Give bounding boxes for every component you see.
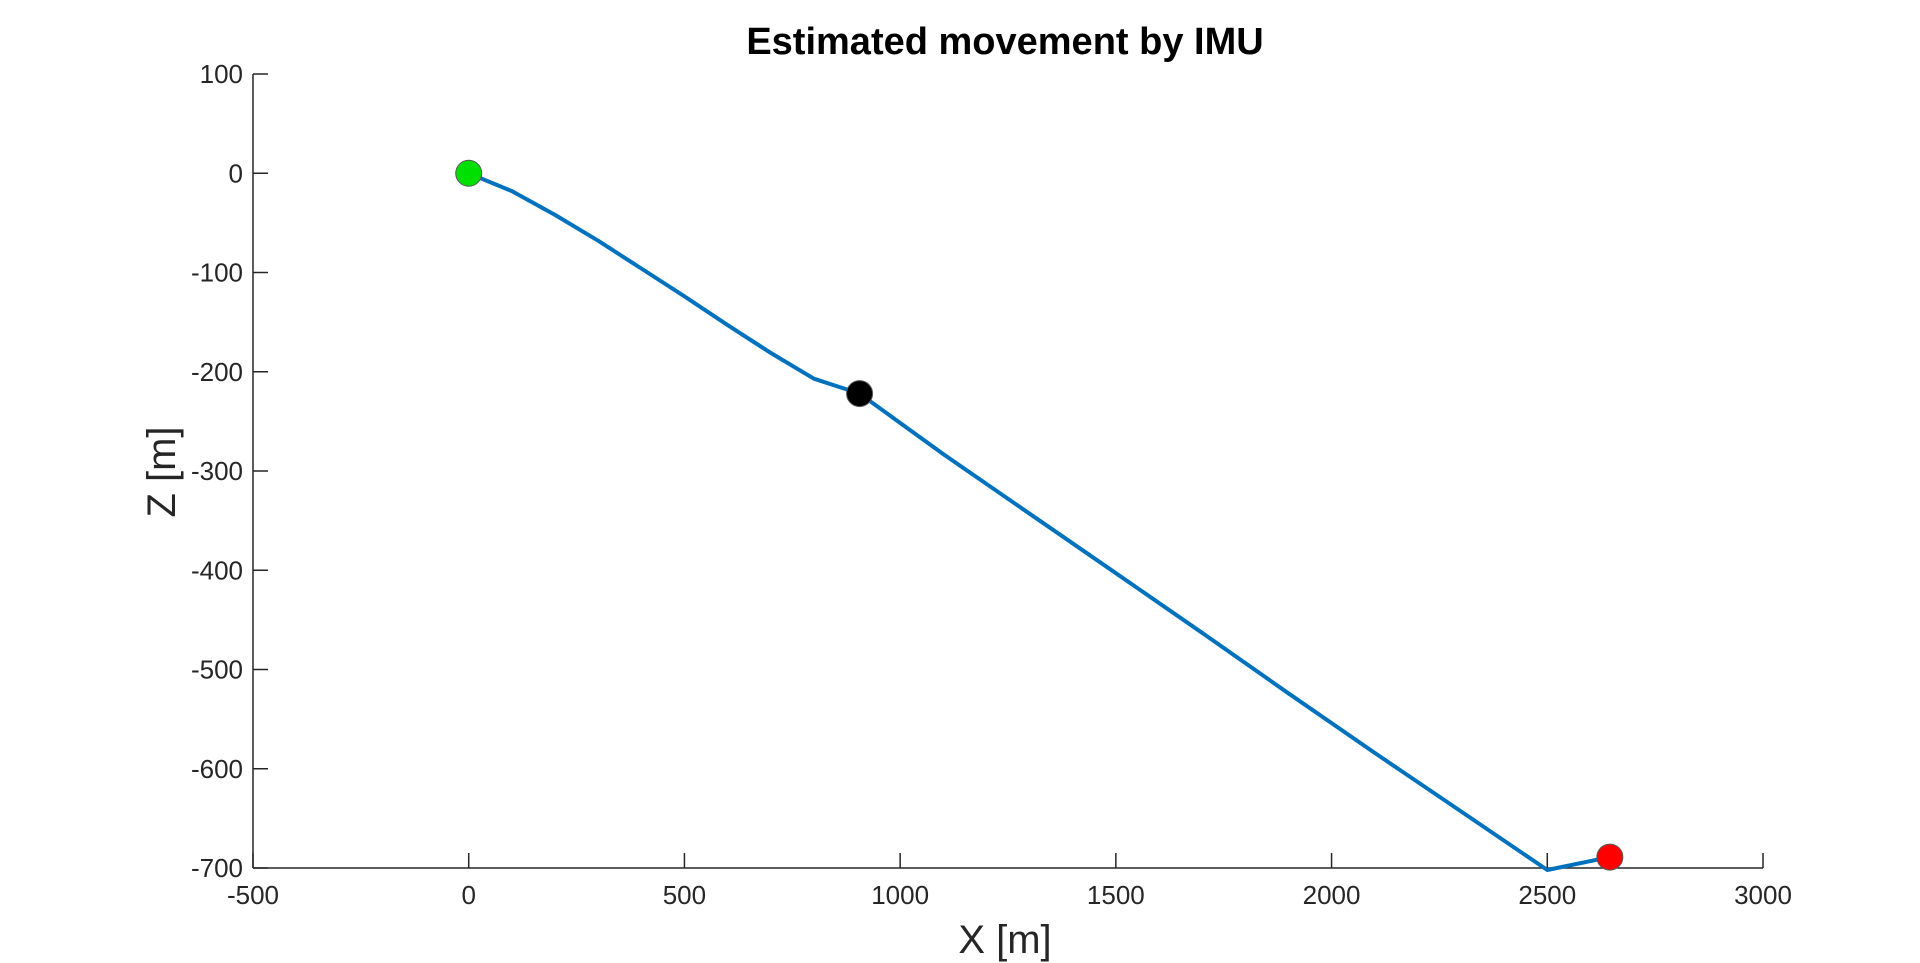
start-marker bbox=[455, 159, 483, 187]
markers bbox=[455, 159, 1624, 871]
trajectory-line bbox=[466, 171, 1612, 872]
x-tick-label: 0 bbox=[461, 880, 475, 910]
x-tick-label: 2500 bbox=[1518, 880, 1576, 910]
x-tick-label: 1500 bbox=[1087, 880, 1145, 910]
y-tick-label: -500 bbox=[191, 655, 243, 685]
y-tick-label: 0 bbox=[229, 158, 243, 188]
midpoint-marker bbox=[846, 380, 874, 408]
x-ticks: -500 0 500 1000 1500 2000 2500 3000 bbox=[227, 853, 1792, 910]
y-tick-label: -700 bbox=[191, 853, 243, 883]
y-tick-label: -600 bbox=[191, 754, 243, 784]
x-tick-label: 1000 bbox=[871, 880, 929, 910]
axes: -500 0 500 1000 1500 2000 2500 3000 1000-100-20… bbox=[191, 59, 1792, 910]
y-tick-label: -100 bbox=[191, 258, 243, 288]
end-marker bbox=[1596, 843, 1624, 871]
y-ticks: 100 0 -100 -200 -300 -400 -500 -600 -700 bbox=[191, 59, 268, 883]
x-tick-label: 2000 bbox=[1303, 880, 1361, 910]
x-axis-label: X [m] bbox=[958, 918, 1051, 962]
y-tick-label: -400 bbox=[191, 555, 243, 585]
chart-title: Estimated movement by IMU bbox=[746, 21, 1263, 63]
plot-area bbox=[455, 159, 1624, 872]
y-tick-label: 100 bbox=[200, 59, 243, 89]
y-tick-label: -300 bbox=[191, 456, 243, 486]
y-tick-label: -200 bbox=[191, 357, 243, 387]
x-tick-label: -500 bbox=[227, 880, 279, 910]
y-axis-label: Z [m] bbox=[140, 426, 184, 517]
x-tick-label: 3000 bbox=[1734, 880, 1792, 910]
x-tick-label: 500 bbox=[663, 880, 706, 910]
